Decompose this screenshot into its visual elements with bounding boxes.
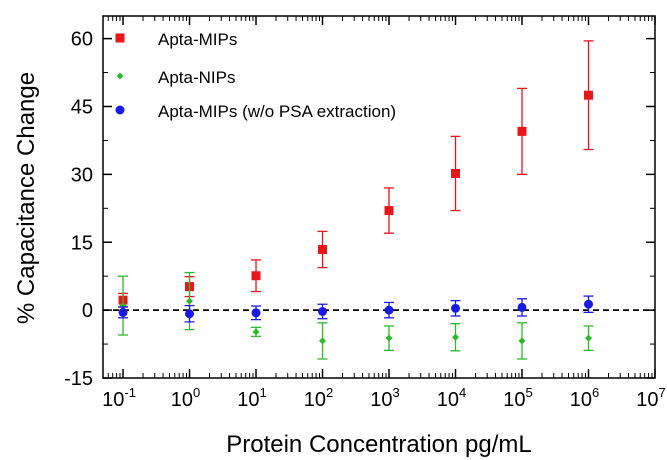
legend-marker: [115, 105, 125, 115]
series-diamond: [118, 271, 594, 360]
legend: Apta-MIPs Apta-NIPs Apta-MIPs (w/o PSA ext…: [115, 30, 396, 121]
data-point: [251, 271, 261, 281]
y-tick-label: 60: [71, 29, 93, 51]
data-point: [584, 299, 594, 309]
x-tick-label: 10-1: [102, 385, 136, 411]
data-point: [252, 328, 260, 336]
plot-frame: [102, 15, 656, 379]
legend-entry: Apta-MIPs: [158, 30, 237, 49]
data-point: [517, 302, 527, 312]
x-axis-label: Protein Concentration pg/mL: [226, 431, 532, 458]
y-tick-label: 45: [71, 97, 93, 119]
data-point: [185, 309, 195, 319]
data-marks: [118, 40, 594, 360]
data-point: [319, 337, 327, 345]
legend-entry: Apta-MIPs (w/o PSA extraction): [158, 102, 396, 121]
data-point: [384, 305, 394, 315]
x-tick-label: 104: [437, 385, 466, 411]
legend-marker: [116, 72, 124, 80]
y-tick-label: -15: [64, 368, 93, 390]
data-point: [318, 306, 328, 316]
y-tick-label: 0: [82, 300, 93, 322]
data-point: [584, 90, 594, 100]
data-point: [318, 244, 328, 254]
data-point: [518, 337, 526, 345]
x-tick-label: 106: [570, 385, 599, 411]
data-point: [186, 297, 194, 305]
x-tick-label: 105: [503, 385, 532, 411]
data-point: [585, 334, 593, 342]
y-tick-label: 30: [71, 164, 93, 186]
series-circle: [118, 295, 594, 323]
x-tick-label: 103: [370, 385, 399, 411]
x-tick-label: 102: [304, 385, 333, 411]
legend-entry: Apta-NIPs: [158, 68, 235, 87]
y-tick-label: 15: [71, 232, 93, 254]
data-point: [251, 308, 261, 318]
data-point: [451, 303, 461, 313]
data-point: [385, 334, 393, 342]
data-point: [384, 206, 394, 216]
data-point: [118, 307, 128, 317]
legend-marker: [115, 33, 125, 43]
x-tick-label: 101: [237, 385, 266, 411]
y-axis-label: % Capacitance Change: [13, 72, 40, 324]
x-tick-label: 107: [636, 385, 665, 411]
data-point: [517, 126, 527, 136]
data-point: [451, 168, 461, 178]
axis-ticks: [102, 16, 656, 379]
data-point: [452, 333, 460, 341]
tick-labels: 10-1 100 101 102 103 104 105 106 107 -15 0 15 30 45 60: [64, 29, 666, 411]
x-tick-label: 100: [171, 385, 200, 411]
